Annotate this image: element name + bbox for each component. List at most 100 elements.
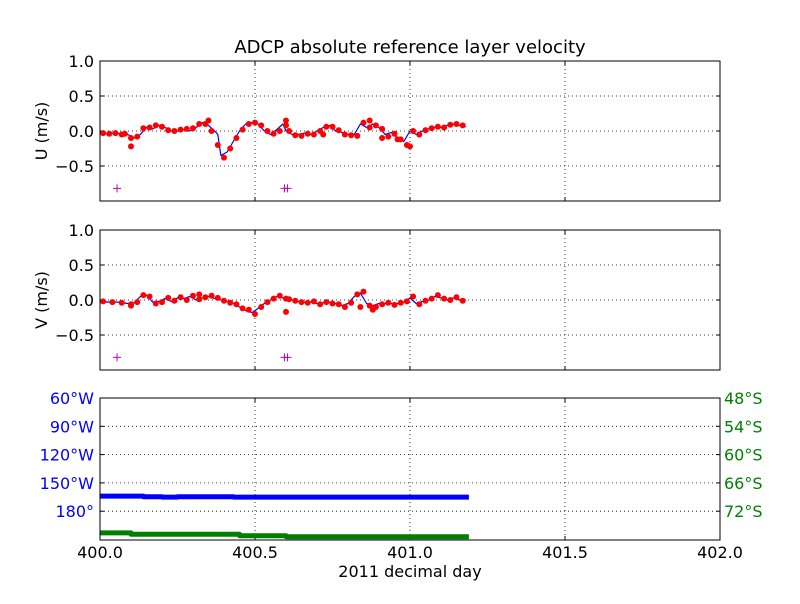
velocity-point bbox=[354, 132, 361, 139]
velocity-point bbox=[428, 125, 435, 132]
velocity-point bbox=[391, 301, 398, 308]
velocity-point bbox=[317, 301, 324, 308]
marker-plus bbox=[113, 353, 122, 362]
velocity-point bbox=[298, 132, 305, 139]
y-tick-label: 1.0 bbox=[69, 52, 94, 71]
velocity-line bbox=[100, 121, 466, 157]
velocity-point bbox=[441, 124, 448, 131]
velocity-point bbox=[221, 297, 227, 304]
velocity-point bbox=[286, 296, 293, 303]
velocity-point bbox=[159, 299, 165, 306]
y-axis-label: V (m/s) bbox=[32, 271, 51, 329]
velocity-point bbox=[227, 145, 234, 152]
velocity-point bbox=[310, 298, 317, 305]
velocity-point bbox=[140, 292, 147, 299]
marker-plus bbox=[283, 184, 292, 193]
velocity-point bbox=[146, 124, 153, 131]
velocity-point bbox=[233, 135, 240, 141]
latitude-tick-label: 48°S bbox=[724, 389, 763, 408]
velocity-point bbox=[403, 298, 410, 305]
longitude-tick-label: 180° bbox=[55, 502, 94, 521]
velocity-point bbox=[177, 294, 184, 301]
velocity-point bbox=[422, 297, 429, 304]
velocity-point bbox=[128, 302, 134, 309]
velocity-point bbox=[205, 117, 212, 124]
velocity-point bbox=[239, 126, 246, 133]
panel-frame bbox=[99, 229, 721, 371]
velocity-point bbox=[196, 296, 203, 303]
y-tick-label: −0.5 bbox=[55, 157, 94, 176]
velocity-point bbox=[146, 293, 153, 300]
velocity-point bbox=[239, 305, 246, 312]
marker-plus bbox=[283, 353, 292, 362]
velocity-point bbox=[214, 294, 221, 301]
velocity-point bbox=[227, 299, 234, 306]
velocity-point bbox=[369, 306, 376, 313]
velocity-point bbox=[196, 121, 203, 127]
velocity-point bbox=[366, 302, 373, 309]
velocity-point bbox=[221, 154, 227, 161]
velocity-point bbox=[335, 127, 342, 134]
velocity-point bbox=[100, 298, 107, 305]
velocity-point bbox=[171, 128, 178, 134]
panel-1: 1.0 0.5 0.0 −0.5U (m/s) bbox=[32, 52, 721, 202]
velocity-point bbox=[434, 123, 441, 130]
velocity-point bbox=[323, 123, 330, 130]
x-tick-label: 401.0 bbox=[387, 543, 433, 562]
velocity-point bbox=[112, 130, 119, 137]
x-tick-label: 402.0 bbox=[697, 543, 743, 562]
velocity-point bbox=[264, 299, 271, 306]
velocity-point bbox=[152, 122, 159, 129]
velocity-point bbox=[292, 132, 299, 139]
velocity-point bbox=[354, 291, 361, 298]
velocity-point bbox=[329, 300, 336, 307]
velocity-point bbox=[341, 131, 348, 138]
longitude-tick-label: 60°W bbox=[50, 389, 94, 408]
y-tick-label: 0.0 bbox=[69, 122, 94, 141]
velocity-point bbox=[366, 117, 373, 124]
panel-3: 60°W 48°S 90°W 54°S 120°W 60°S 150°W 66°S 180° 72… bbox=[40, 389, 763, 581]
velocity-point bbox=[441, 295, 448, 302]
velocity-point bbox=[128, 143, 134, 150]
velocity-point bbox=[276, 292, 283, 299]
velocity-point bbox=[397, 299, 404, 306]
longitude-track-line bbox=[100, 493, 469, 500]
velocity-point bbox=[459, 122, 466, 129]
velocity-point bbox=[360, 119, 367, 126]
chart-title: ADCP absolute reference layer velocity bbox=[234, 37, 586, 58]
velocity-point bbox=[335, 301, 342, 308]
y-tick-label: 0.5 bbox=[69, 87, 94, 106]
velocity-point bbox=[214, 142, 221, 148]
x-tick-label: 400.0 bbox=[77, 543, 123, 562]
longitude-tick-label: 120°W bbox=[40, 446, 95, 465]
velocity-point bbox=[422, 127, 429, 134]
velocity-point bbox=[208, 292, 215, 299]
velocity-point bbox=[283, 308, 289, 315]
velocity-point bbox=[434, 292, 441, 299]
velocity-point bbox=[298, 299, 305, 306]
velocity-point bbox=[208, 128, 215, 134]
velocity-point bbox=[459, 297, 466, 304]
velocity-point bbox=[304, 130, 311, 137]
latitude-tick-label: 72°S bbox=[724, 502, 763, 521]
velocity-point bbox=[310, 131, 317, 138]
velocity-point bbox=[428, 295, 435, 302]
velocity-point bbox=[128, 135, 134, 141]
y-tick-label: 1.0 bbox=[69, 221, 94, 240]
velocity-point bbox=[416, 131, 423, 138]
velocity-point bbox=[196, 291, 203, 298]
velocity-point bbox=[372, 122, 379, 129]
velocity-point bbox=[183, 297, 190, 303]
velocity-point bbox=[447, 121, 454, 128]
velocity-point bbox=[304, 299, 311, 306]
velocity-point bbox=[283, 122, 289, 129]
velocity-point bbox=[118, 299, 125, 306]
velocity-point bbox=[233, 301, 240, 308]
velocity-point bbox=[341, 304, 348, 310]
velocity-point bbox=[134, 133, 141, 140]
y-axis-label: U (m/s) bbox=[32, 102, 51, 161]
velocity-point bbox=[348, 299, 355, 306]
velocity-point bbox=[165, 294, 172, 301]
velocity-point bbox=[385, 133, 392, 140]
velocity-point bbox=[183, 125, 190, 132]
